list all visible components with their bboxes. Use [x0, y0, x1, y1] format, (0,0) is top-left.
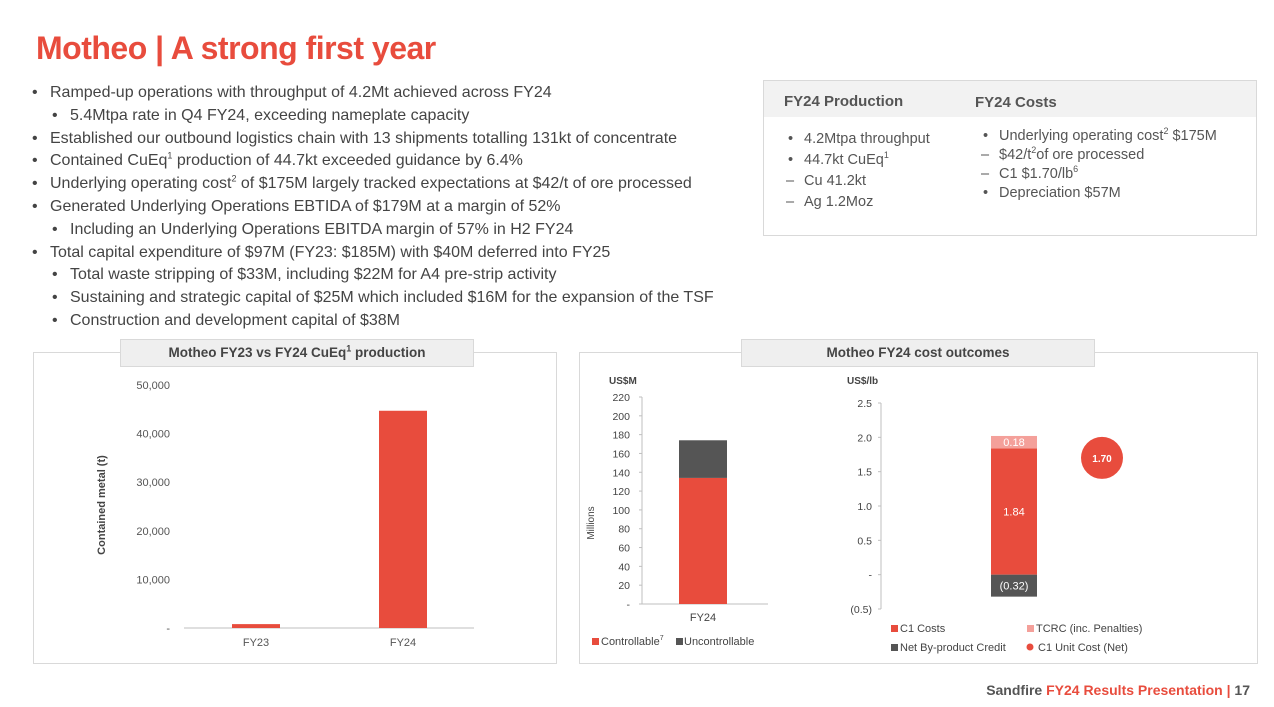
y-tick-label: (0.5)	[850, 604, 872, 616]
sub-bullet-item: Construction and development capital of …	[30, 310, 760, 333]
page-title: Motheo | A strong first year	[36, 30, 436, 66]
cost-list: Underlying operating cost2 $175M $42/t2o…	[975, 127, 1217, 203]
y-tick-label: 60	[618, 543, 630, 555]
y-tick-label: 0.5	[857, 535, 872, 547]
legend-swatch-uncontrollable	[676, 638, 683, 645]
cost-item: C1 $1.70/lb6	[975, 165, 1217, 184]
unit-label-usdlb: US$/lb	[847, 376, 878, 387]
production-heading: FY24 Production	[784, 93, 904, 110]
y-axis-label-millions: Millions	[586, 506, 597, 539]
bar-controllable	[679, 477, 727, 604]
y-tick-label: 120	[612, 486, 630, 498]
fy24-summary-box: FY24 Production FY24 Costs 4.2Mtpa throu…	[763, 80, 1257, 236]
unit-label-usdm: US$M	[609, 376, 637, 387]
footer-page: 17	[1234, 682, 1250, 698]
y-tick-label: -	[166, 623, 170, 635]
legend-tcrc: TCRC (inc. Penalties)	[1036, 623, 1142, 635]
y-tick-label: 200	[612, 411, 630, 423]
bullet-item: Total capital expenditure of $97M (FY23:…	[30, 242, 760, 265]
summary-header	[764, 81, 1256, 117]
legend-byproduct: Net By-product Credit	[900, 642, 1006, 654]
cost-item: $42/t2of ore processed	[975, 146, 1217, 165]
y-tick-label: 140	[612, 467, 630, 479]
bullet-item: Underlying operating cost2 of $175M larg…	[30, 173, 760, 196]
y-axis-label: Contained metal (t)	[96, 455, 108, 555]
production-list: 4.2Mtpa throughput 44.7kt CuEq1 Cu 41.2k…	[780, 129, 930, 213]
bar-fy24	[379, 410, 427, 628]
legend-controllable: Controllable7	[601, 635, 664, 648]
bar-c1-costs	[991, 448, 1037, 575]
y-tick-label: -	[627, 599, 631, 611]
data-label-c1-unit-cost: 1.70	[1092, 454, 1112, 465]
bullet-item: Contained CuEq1 production of 44.7kt exc…	[30, 150, 760, 173]
y-tick-label: 1.0	[857, 501, 872, 513]
y-tick-label: 20	[618, 580, 630, 592]
data-label-tcrc: 0.18	[1003, 437, 1024, 449]
bullet-item: Established our outbound logistics chain…	[30, 128, 760, 151]
y-tick-label: 220	[612, 392, 630, 404]
data-label-byproduct: (0.32)	[1000, 581, 1029, 593]
y-tick-label: 2.0	[857, 432, 872, 444]
y-tick-label: 1.5	[857, 467, 872, 479]
y-tick-label: 10,000	[136, 574, 170, 586]
c1-unit-cost-marker	[1081, 436, 1123, 479]
legend-c1: C1 Costs TCRC (inc. Penalties) Net By-pr…	[891, 623, 1142, 654]
sub-bullet-item: Total waste stripping of $33M, including…	[30, 264, 760, 287]
footer-separator: |	[1226, 682, 1231, 698]
x-tick-label: FY24	[690, 612, 716, 624]
legend-cost-split: Controllable7 Uncontrollable	[592, 635, 754, 648]
legend-swatch-c1-costs	[891, 625, 898, 632]
y-tick-label: 20,000	[136, 526, 170, 538]
sub-bullet-item: Including an Underlying Operations EBITD…	[30, 219, 760, 242]
y-tick-label: 40,000	[136, 429, 170, 441]
legend-swatch-controllable	[592, 638, 599, 645]
production-chart-title: Motheo FY23 vs FY24 CuEq1 production	[120, 339, 474, 367]
y-tick-label: 100	[612, 505, 630, 517]
legend-c1-costs: C1 Costs	[900, 623, 946, 635]
cost-charts: US$M Millions - 20 40 60 80 100 120 140 160 180 20…	[586, 376, 1142, 654]
sub-bullet-item: Sustaining and strategic capital of $25M…	[30, 287, 760, 310]
legend-swatch-tcrc	[1027, 625, 1034, 632]
production-item: Cu 41.2kt	[780, 171, 930, 192]
costs-heading: FY24 Costs	[975, 94, 1057, 111]
production-chart: - 10,000 20,000 30,000 40,000 50,000 FY23 FY24…	[96, 380, 474, 649]
sub-bullet-item: 5.4Mtpa rate in Q4 FY24, exceeding namep…	[30, 105, 760, 128]
x-tick-label: FY24	[390, 637, 416, 649]
bullet-item: Ramped-up operations with throughput of …	[30, 82, 760, 105]
x-tick-label: FY23	[243, 637, 269, 649]
y-tick-label: 160	[612, 448, 630, 460]
production-item: Ag 1.2Moz	[780, 192, 930, 213]
legend-uncontrollable: Uncontrollable	[684, 636, 754, 648]
legend-swatch-byproduct	[891, 644, 898, 651]
cost-item: Underlying operating cost2 $175M	[975, 127, 1217, 146]
y-tick-label: 30,000	[136, 477, 170, 489]
production-item: 4.2Mtpa throughput	[780, 129, 930, 150]
bar-fy23	[232, 624, 280, 628]
footer-brand: Sandfire	[986, 682, 1043, 698]
y-tick-label: 40	[618, 561, 630, 573]
footer: Sandfire FY24 Results Presentation | 17	[986, 682, 1250, 698]
legend-c1-unit-cost: C1 Unit Cost (Net)	[1038, 642, 1128, 654]
data-label-c1-costs: 1.84	[1003, 506, 1024, 518]
cost-item: Depreciation $57M	[975, 184, 1217, 203]
y-tick-label: -	[869, 570, 873, 582]
highlights-list: Ramped-up operations with throughput of …	[30, 82, 760, 333]
legend-dot-c1-unit	[1026, 643, 1034, 651]
bar-tcrc	[991, 435, 1037, 449]
y-tick-label: 80	[618, 524, 630, 536]
y-tick-label: 2.5	[857, 398, 872, 410]
bar-byproduct-credit	[991, 574, 1037, 597]
y-tick-label: 50,000	[136, 380, 170, 392]
cost-chart-panel: US$M Millions - 20 40 60 80 100 120 140 160 180 20…	[579, 352, 1258, 664]
footer-title: FY24 Results Presentation	[1046, 682, 1223, 698]
production-chart-panel: - 10,000 20,000 30,000 40,000 50,000 FY23 FY24…	[33, 352, 557, 664]
cost-chart-title: Motheo FY24 cost outcomes	[741, 339, 1095, 367]
bullet-item: Generated Underlying Operations EBTIDA o…	[30, 196, 760, 219]
bar-uncontrollable	[679, 440, 727, 478]
y-tick-label: 180	[612, 430, 630, 442]
production-item: 44.7kt CuEq1	[780, 150, 930, 171]
